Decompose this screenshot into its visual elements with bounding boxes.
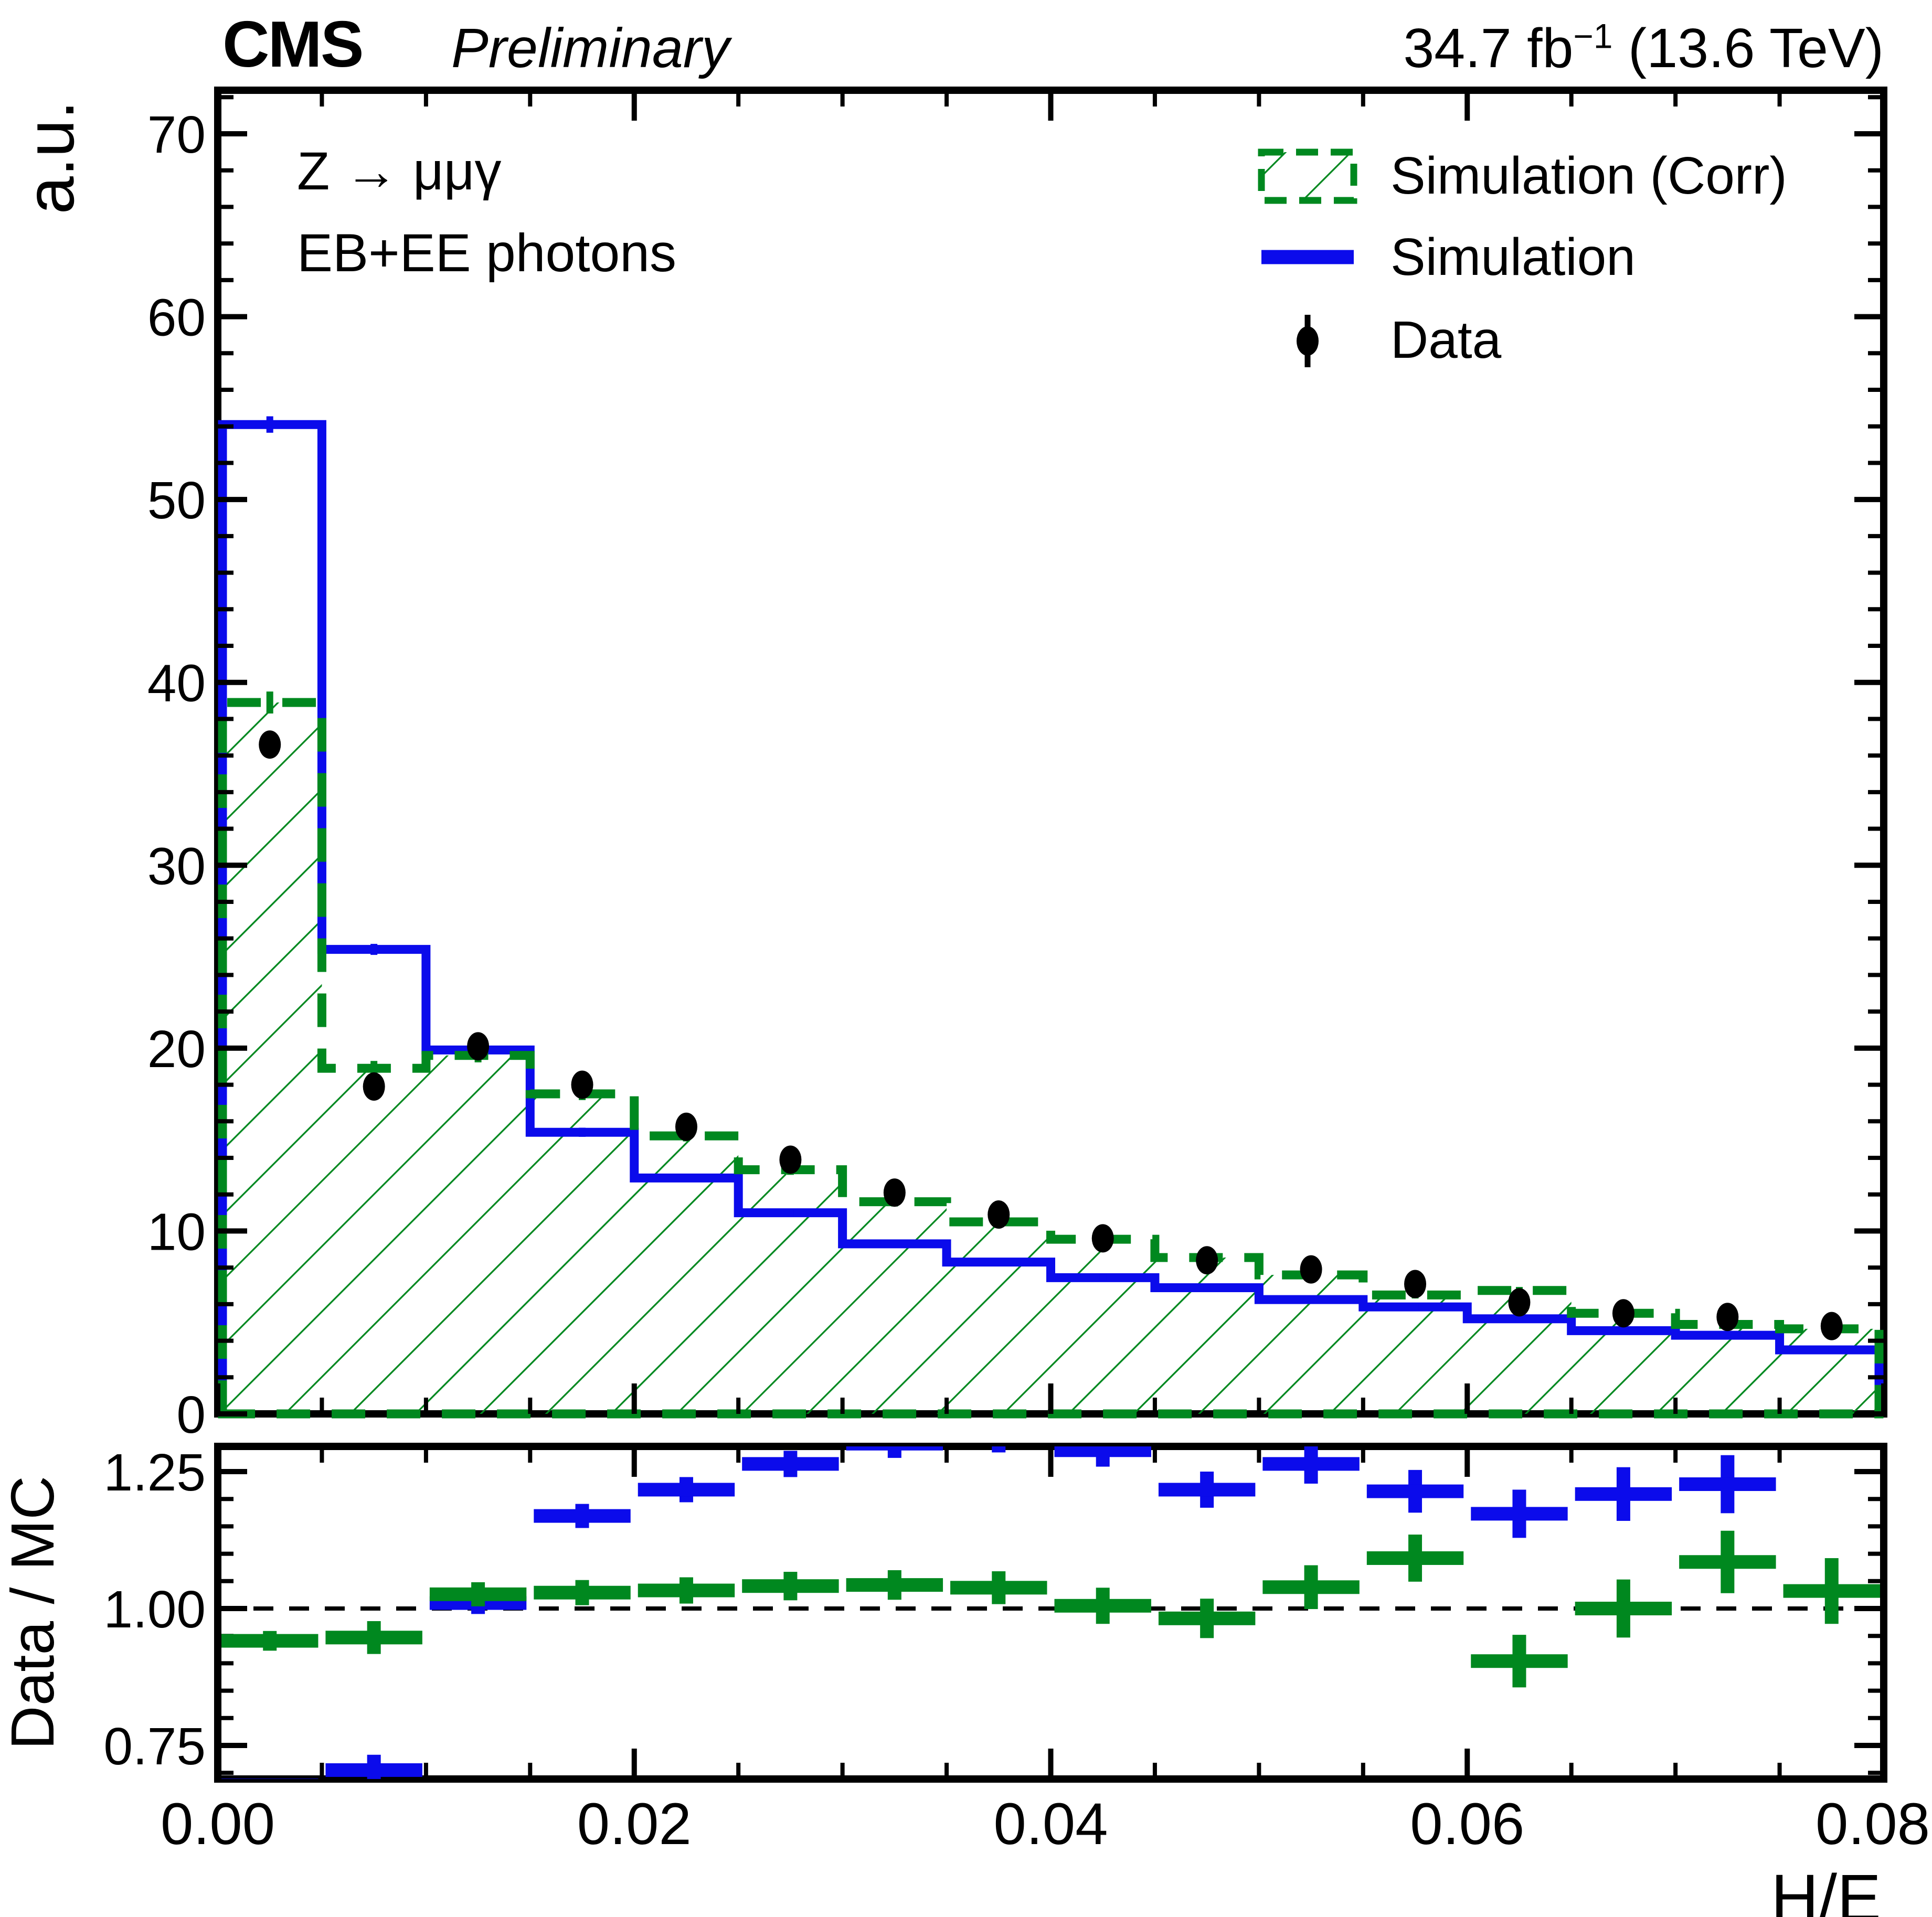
x-axis-title: H/E — [1770, 1861, 1881, 1917]
ratio-sim-point — [221, 1778, 319, 1779]
ratio-sim-point — [638, 1483, 735, 1497]
x-tick-label: 0.02 — [577, 1791, 692, 1857]
data-point — [1196, 1246, 1218, 1275]
ratio-sim-corr-point — [429, 1587, 527, 1601]
main-y-tick-label: 60 — [147, 289, 206, 347]
sim-corr-outline — [218, 698, 1884, 1419]
legend-marker-swatch — [1297, 326, 1319, 356]
main-y-tick-label: 20 — [147, 1020, 206, 1079]
ratio-sim-point-error — [992, 1446, 1006, 1453]
ratio-sim-point — [1679, 1477, 1776, 1492]
ratio-y-tick-label: 1.25 — [103, 1443, 206, 1502]
process-label: Z → μμγ — [297, 141, 502, 201]
ratio-sim-point — [1262, 1457, 1360, 1471]
lumi-energy: (13.6 TeV) — [1612, 17, 1884, 79]
x-tick-label: 0.08 — [1816, 1791, 1930, 1857]
ratio-sim-point — [1366, 1484, 1464, 1498]
x-tick-label: 0.06 — [1410, 1791, 1524, 1857]
main-y-tick-label: 30 — [147, 837, 206, 896]
ratio-sim-point — [742, 1457, 839, 1471]
ratio-sim-corr-point — [1054, 1599, 1151, 1613]
ratio-y-axis-title: Data / MC — [0, 1475, 67, 1750]
ratio-sim-corr-point — [742, 1579, 839, 1593]
data-point — [1091, 1224, 1114, 1253]
data-point — [1612, 1299, 1634, 1328]
main-y-tick-label: 50 — [147, 471, 206, 530]
data-point — [675, 1112, 697, 1141]
luminosity-label: 34.7 fb−1 (13.6 TeV) — [1403, 17, 1884, 80]
region-label: EB+EE photons — [297, 223, 677, 283]
main-y-tick-label: 70 — [147, 105, 206, 164]
ratio-sim-point — [325, 1763, 422, 1777]
lumi-value: 34.7 fb — [1403, 17, 1574, 79]
data-point — [988, 1200, 1010, 1229]
sim-corr-hatch-fill — [222, 702, 1879, 1414]
ratio-sim-corr-point — [950, 1581, 1047, 1595]
legend-hatch-swatch — [1258, 148, 1357, 204]
data-point — [259, 730, 281, 759]
ratio-sim-corr-point — [1262, 1580, 1360, 1594]
data-point — [779, 1145, 802, 1174]
ratio-sim-corr-point — [534, 1585, 631, 1600]
ratio-sim-corr-point — [1679, 1555, 1776, 1569]
ratio-y-tick-label: 0.75 — [103, 1717, 206, 1776]
x-tick-label: 0.00 — [161, 1791, 275, 1857]
main-y-tick-label: 10 — [147, 1202, 206, 1261]
ratio-sim-point — [950, 1430, 1047, 1444]
ratio-sim-corr-point — [638, 1583, 735, 1598]
data-point — [467, 1032, 490, 1061]
lumi-exponent: −1 — [1573, 17, 1613, 56]
data-point — [1820, 1312, 1843, 1340]
main-y-axis-title: a.u. — [12, 100, 88, 215]
ratio-sim-corr-point — [221, 1634, 319, 1648]
ratio-sim-corr-point — [1158, 1611, 1256, 1625]
legend-label-data: Data — [1390, 311, 1502, 369]
ratio-sim-corr-point — [846, 1578, 943, 1592]
ratio-sim-corr-point — [1575, 1602, 1672, 1615]
ratio-sim-point — [1471, 1507, 1568, 1521]
data-point — [883, 1178, 906, 1207]
legend-label-simulation-corr: Simulation (Corr) — [1390, 146, 1787, 205]
ratio-y-tick-label: 1.00 — [103, 1580, 206, 1639]
legend-label-simulation: Simulation — [1390, 228, 1636, 286]
ratio-sim-point — [1575, 1487, 1672, 1501]
ratio-sim-point — [534, 1509, 631, 1523]
data-point — [571, 1070, 593, 1099]
data-point — [1300, 1255, 1322, 1284]
ratio-sim-corr-point — [325, 1631, 422, 1645]
ratio-sim-point — [846, 1446, 943, 1451]
data-point — [1404, 1270, 1427, 1298]
experiment-label: CMS — [222, 8, 364, 81]
data-point — [363, 1072, 385, 1101]
main-y-tick-label: 0 — [176, 1386, 206, 1444]
preliminary-label: Preliminary — [451, 17, 730, 79]
data-point — [1716, 1303, 1739, 1332]
ratio-sim-corr-point — [1783, 1584, 1880, 1598]
ratio-sim-corr-point — [1471, 1654, 1568, 1668]
ratio-points-group — [221, 1430, 1880, 1779]
data-point — [1508, 1288, 1531, 1317]
ratio-sim-point — [1158, 1483, 1256, 1497]
main-y-tick-label: 40 — [147, 654, 206, 713]
x-tick-label: 0.04 — [994, 1791, 1108, 1857]
ratio-sim-corr-point — [1366, 1551, 1464, 1565]
ratio-sim-point — [1054, 1446, 1151, 1457]
